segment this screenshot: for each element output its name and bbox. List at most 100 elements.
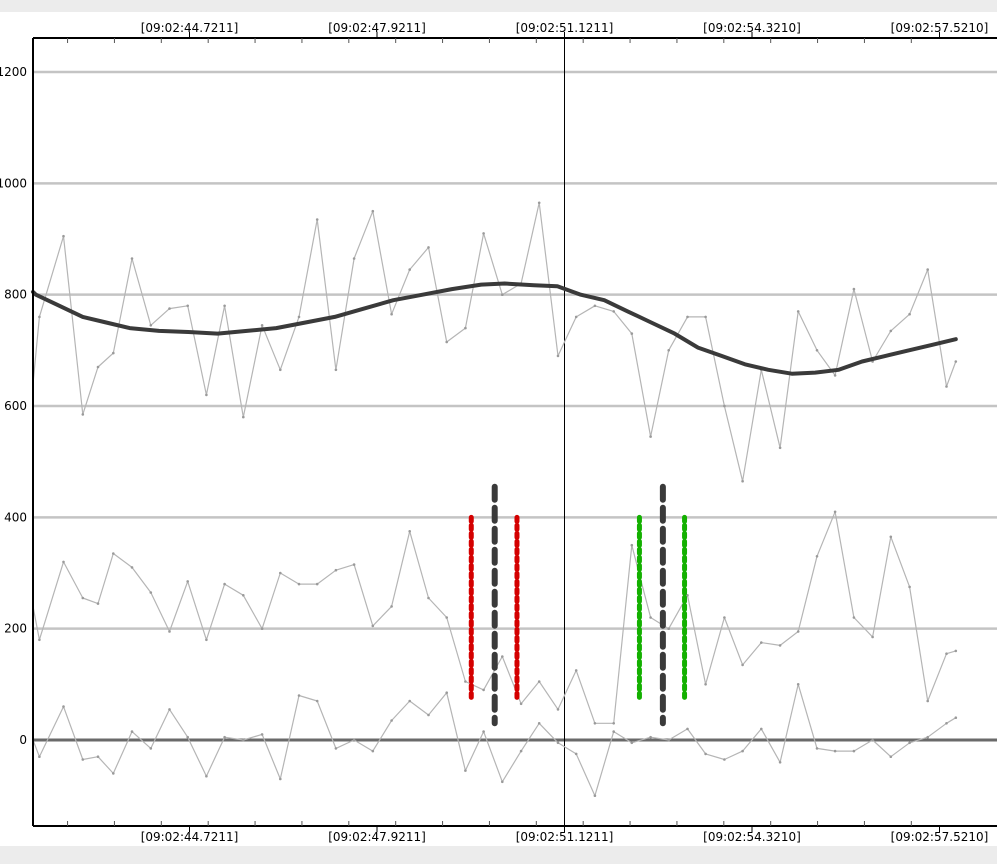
data-point [186, 304, 189, 308]
data-point [297, 582, 301, 586]
bottom-time-label: [09:02:47.9211] [328, 830, 426, 844]
data-point [704, 683, 707, 686]
data-point [352, 563, 356, 566]
data-point [741, 749, 744, 753]
data-point [371, 209, 375, 213]
data-point [260, 627, 264, 630]
data-point [501, 293, 504, 297]
data-point [954, 360, 958, 363]
data-point [168, 630, 171, 633]
data-point [427, 246, 430, 249]
data-point [223, 304, 226, 308]
data-point [223, 735, 226, 739]
data-point [96, 365, 100, 369]
data-point [112, 552, 115, 555]
data-point [778, 644, 782, 647]
data-point [390, 605, 393, 608]
data-point [482, 688, 485, 692]
data-point [537, 201, 541, 205]
data-point [686, 727, 689, 731]
data-point [96, 755, 100, 758]
data-point [612, 730, 615, 733]
data-point [168, 708, 171, 711]
data-point [279, 571, 282, 575]
data-point [630, 332, 634, 335]
data-point [62, 560, 65, 564]
data-point [815, 747, 819, 750]
interval-markers [468, 483, 688, 727]
data-point [889, 329, 893, 333]
data-point [96, 602, 100, 605]
data-point [334, 568, 338, 572]
data-point [945, 722, 948, 725]
data-point [815, 555, 819, 558]
data-point [205, 393, 208, 397]
data-point [833, 510, 837, 514]
data-point [149, 324, 153, 327]
data-point [796, 630, 800, 633]
y-tick-label: 600 [4, 399, 27, 413]
data-point [260, 733, 264, 736]
data-point [464, 769, 467, 772]
data-point [741, 479, 744, 483]
data-point [796, 683, 800, 686]
data-point [519, 749, 523, 753]
data-point [908, 741, 911, 745]
data-point [130, 257, 134, 260]
data-point [908, 585, 911, 589]
top-time-label: [09:02:57.5210] [891, 21, 989, 35]
data-point [889, 535, 893, 539]
data-point [926, 268, 929, 271]
data-point [778, 446, 782, 450]
data-point [371, 749, 375, 753]
data-point [279, 777, 282, 781]
data-point [81, 596, 85, 600]
data-point [519, 702, 523, 706]
data-point [649, 616, 652, 619]
data-point [112, 772, 115, 775]
data-point [38, 638, 41, 642]
data-point [334, 747, 338, 750]
data-point [81, 758, 85, 761]
data-point [723, 758, 726, 761]
data-point [574, 315, 578, 319]
data-point [149, 591, 153, 594]
bottom-time-label: [09:02:54.3210] [703, 830, 801, 844]
data-point [464, 680, 467, 683]
data-point [574, 669, 578, 672]
data-point [242, 415, 245, 419]
data-point [593, 722, 597, 725]
top-time-label: [09:02:47.9211] [328, 21, 426, 35]
data-point [667, 627, 670, 630]
data-point [445, 616, 449, 619]
data-point [852, 287, 856, 291]
data-point [445, 340, 449, 344]
grid-lines [33, 38, 997, 826]
data-point [149, 747, 153, 750]
series-lines [31, 201, 958, 797]
smoothed-series-line [31, 281, 958, 376]
data-point [390, 719, 393, 722]
data-point [279, 368, 282, 372]
data-point [445, 691, 449, 694]
data-point [260, 324, 264, 327]
data-point [38, 315, 41, 319]
data-point [760, 727, 763, 731]
data-point [186, 580, 189, 583]
data-point [945, 652, 948, 655]
top-time-label: [09:02:51.1211] [516, 21, 614, 35]
data-point [686, 315, 689, 319]
data-point [741, 663, 744, 667]
top-strip [0, 0, 997, 12]
data-point [315, 218, 319, 221]
data-point [242, 738, 245, 742]
y-tick-label: 800 [4, 288, 27, 302]
data-point [390, 312, 393, 316]
data-point [537, 722, 541, 725]
data-point [593, 304, 597, 308]
data-point [427, 596, 430, 600]
data-point [556, 708, 560, 711]
bottom-time-label: [09:02:44.7211] [141, 830, 239, 844]
data-point [926, 735, 929, 739]
